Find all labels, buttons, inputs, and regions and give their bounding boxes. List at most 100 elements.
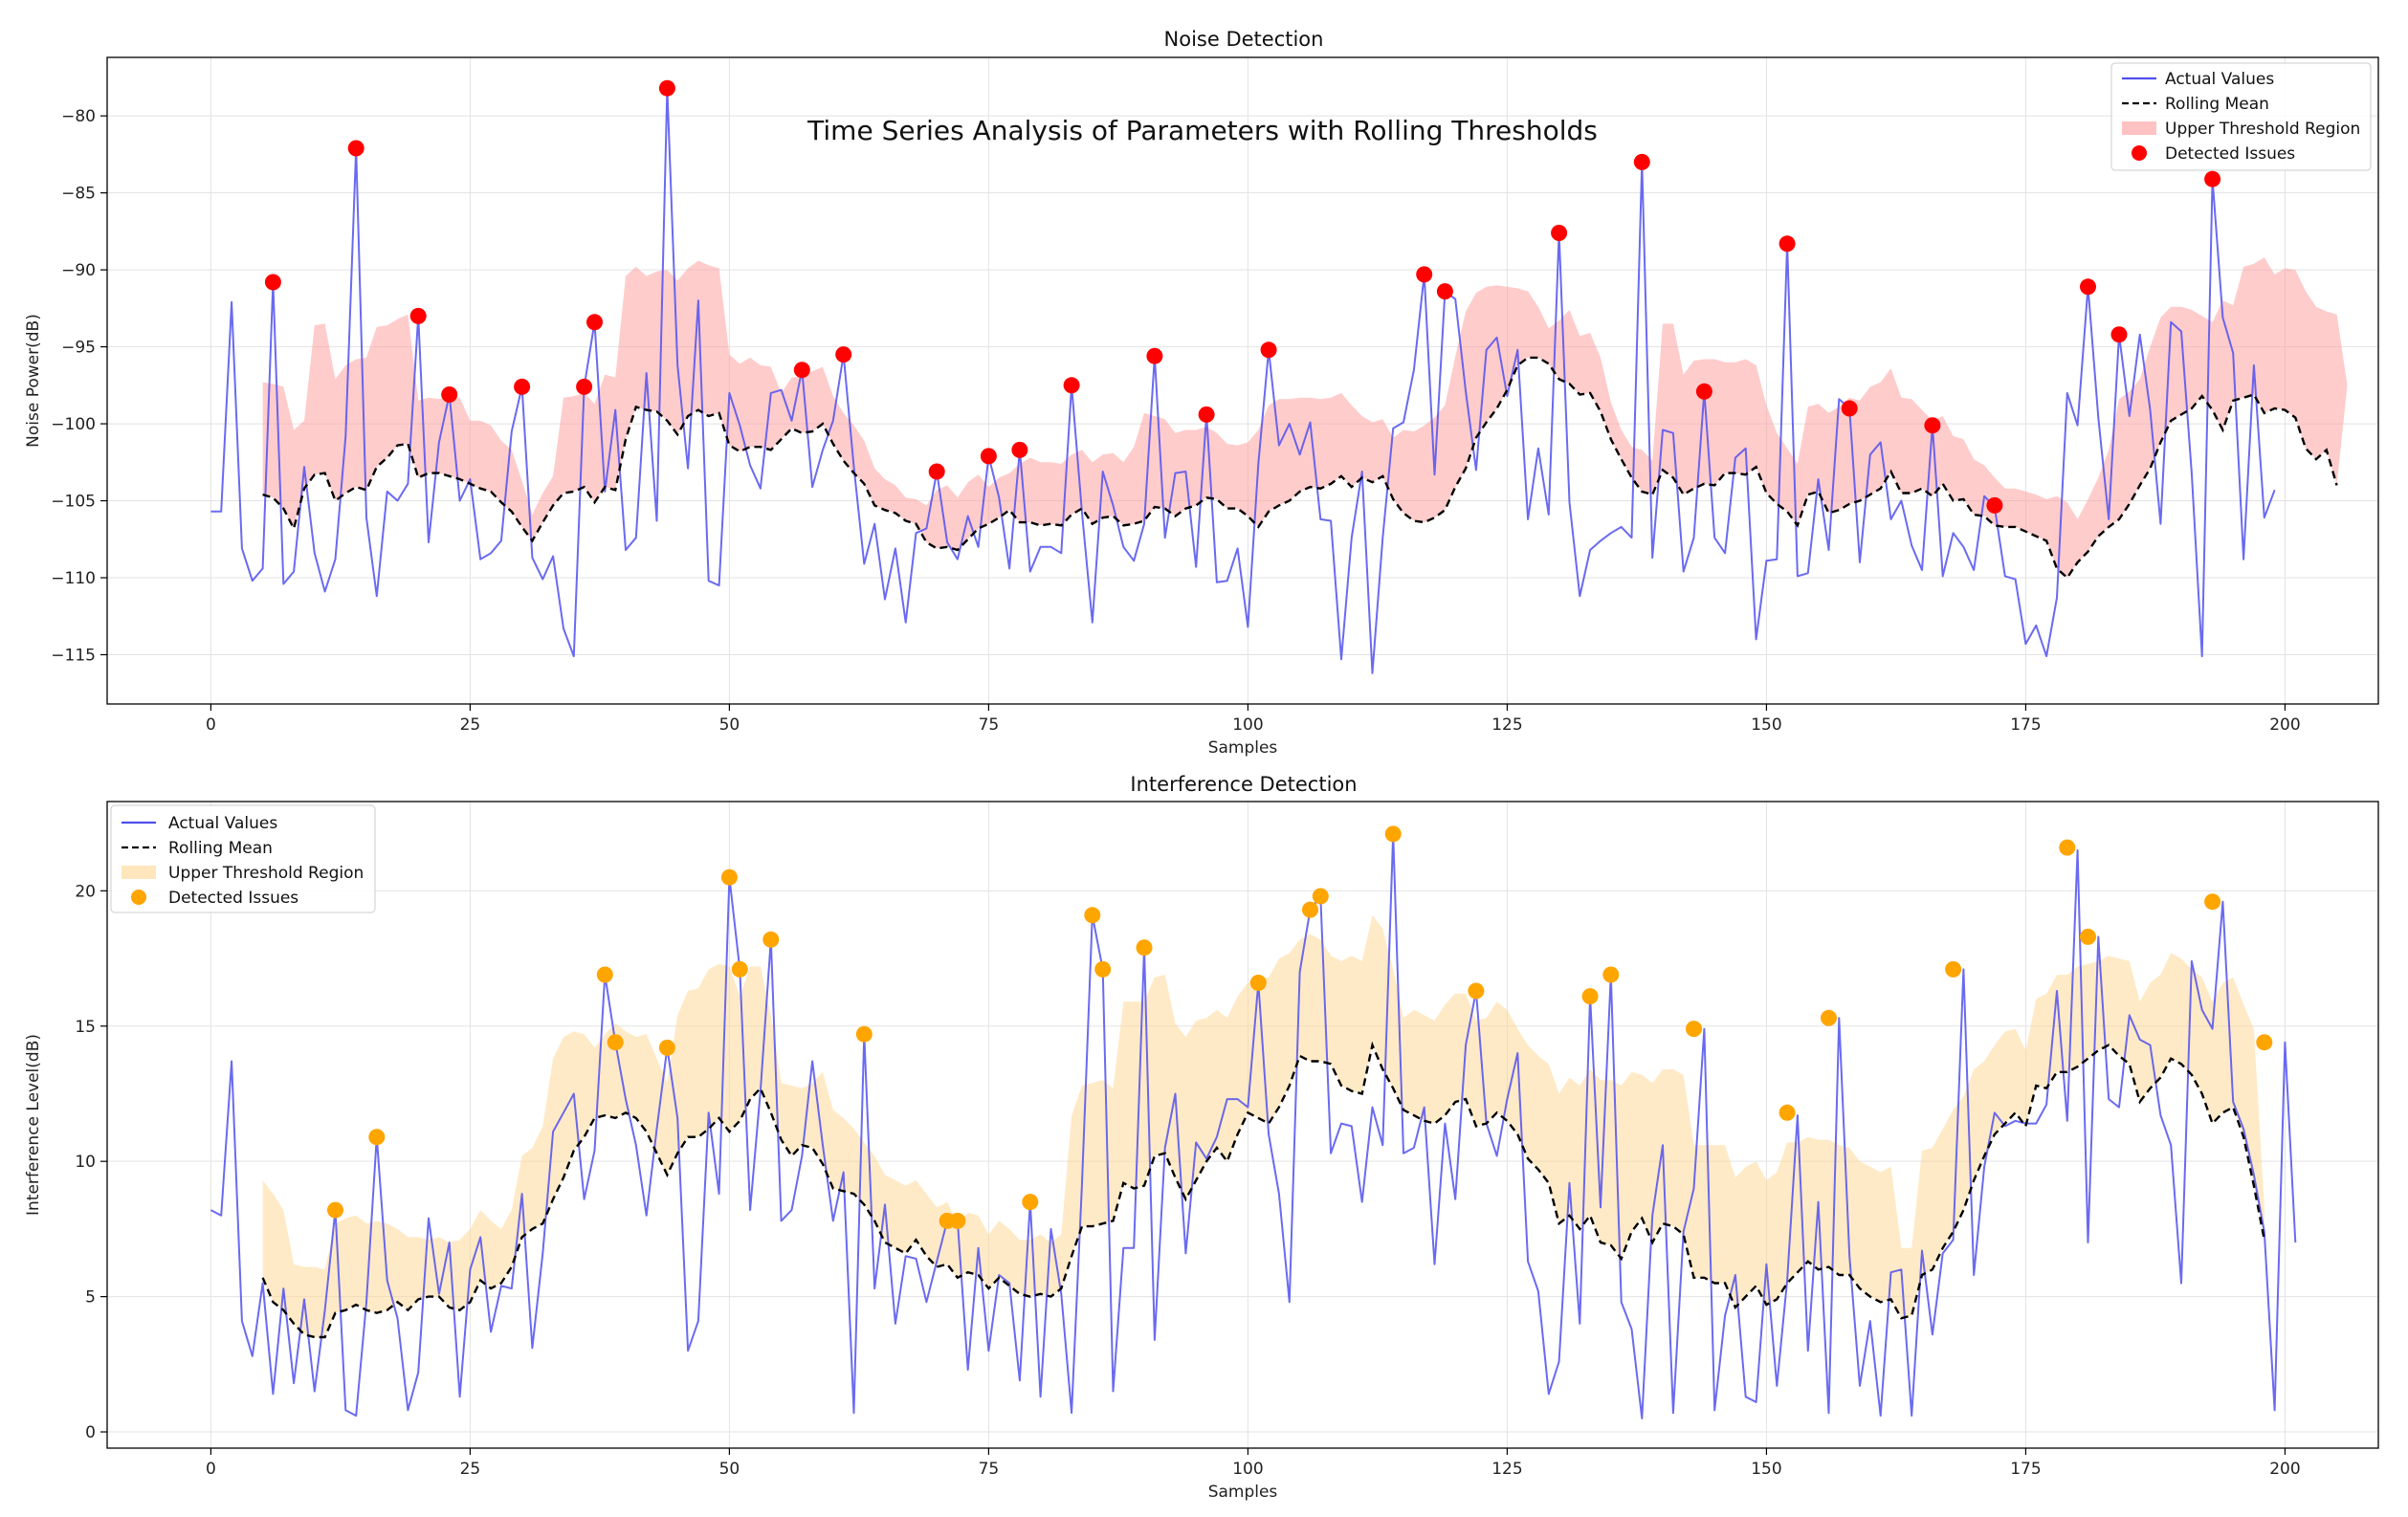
legend-actual-label: Actual Values: [168, 814, 277, 833]
detected-issue-point: [1094, 960, 1112, 978]
detected-issue-point: [1436, 283, 1453, 300]
x-tick-label: 0: [206, 1460, 216, 1479]
x-tick-label: 50: [719, 1460, 740, 1479]
x-tick-label: 200: [2269, 715, 2300, 735]
x-tick-label: 100: [1232, 715, 1263, 735]
detected-issue-point: [855, 1025, 873, 1043]
detected-issue-point: [1633, 153, 1650, 170]
y-tick-label: 20: [75, 882, 96, 901]
detected-issue-point: [835, 346, 852, 363]
detected-issue-point: [1551, 225, 1568, 241]
legend-band-label: Upper Threshold Region: [2165, 120, 2360, 139]
detected-issue-point: [2059, 839, 2076, 856]
legend-mean-label: Rolling Mean: [168, 839, 273, 858]
threshold-band: [262, 257, 2348, 578]
figure-suptitle: Time Series Analysis of Parameters with …: [806, 115, 1598, 146]
x-tick-label: 100: [1232, 1460, 1263, 1479]
y-tick-label: −110: [51, 569, 96, 588]
detected-issue-point: [1084, 907, 1101, 924]
noise-panel: Noise Detection 0 25 50 75 100 125 150 175 200 −…: [24, 28, 2379, 758]
detected-issue-point: [576, 378, 593, 395]
interference-panel-title: Interference Detection: [1130, 773, 1357, 796]
legend-band-swatch: [122, 866, 156, 879]
threshold-band: [262, 914, 2264, 1337]
interference-x-axis-label: Samples: [1208, 1483, 1278, 1502]
rolling-mean-line: [261, 1041, 2265, 1339]
interference-y-axis-label: Interference Level(dB): [24, 1034, 43, 1216]
detected-issue-point: [1416, 266, 1433, 283]
noise-x-axis-label: Samples: [1208, 738, 1278, 758]
detected-issue-point: [2204, 170, 2221, 187]
detected-issue-point: [368, 1129, 386, 1146]
detected-issue-point: [1384, 825, 1402, 843]
actual-values-line: [210, 832, 2297, 1419]
detected-issue-point: [1841, 400, 1858, 417]
detected-issue-point: [658, 79, 675, 97]
detected-issue-point: [1821, 1009, 1837, 1026]
detected-issue-point: [1924, 417, 1941, 434]
detected-issue-point: [1986, 496, 2003, 514]
detected-issue-point: [1695, 383, 1712, 400]
x-tick-label: 50: [719, 715, 740, 735]
detected-issue-point: [1778, 1104, 1796, 1121]
detected-issue-point: [2110, 326, 2128, 343]
noise-y-ticks: −115 −110 −105 −100 −95 −90 −85 −80: [51, 107, 107, 665]
noise-panel-title: Noise Detection: [1164, 28, 1324, 51]
y-tick-label: −115: [51, 646, 96, 665]
detected-issue-point: [264, 274, 281, 291]
detected-issue-point: [1260, 341, 1277, 359]
y-tick-label: 0: [85, 1423, 96, 1442]
detected-issue-point: [1778, 235, 1796, 253]
y-tick-label: 5: [85, 1288, 96, 1308]
y-tick-label: −80: [61, 107, 96, 126]
detected-issue-point: [2080, 278, 2096, 296]
x-tick-label: 175: [2010, 1460, 2041, 1479]
detected-issue-point: [514, 378, 531, 395]
detected-issue-point: [1468, 982, 1485, 1000]
detected-issue-point: [1011, 441, 1028, 458]
detected-issue-point: [949, 1212, 966, 1229]
detected-issue-point: [928, 463, 945, 480]
interference-axes-frame: [106, 801, 2379, 1449]
noise-axes-frame: [106, 56, 2379, 705]
legend-issues-label: Detected Issues: [168, 889, 298, 908]
detected-issue-point: [2204, 893, 2221, 911]
detected-issue-point: [1312, 888, 1329, 905]
detected-issue-point: [1602, 966, 1620, 983]
detected-issue-point: [1581, 988, 1599, 1005]
y-tick-label: 10: [75, 1153, 96, 1172]
x-tick-label: 125: [1491, 1460, 1522, 1479]
detected-issue-point: [1302, 901, 1318, 918]
x-tick-label: 200: [2269, 1460, 2300, 1479]
y-tick-label: 15: [75, 1018, 96, 1037]
interference-panel: Interference Detection 0 25 50 75 100 125 150 1…: [24, 773, 2379, 1502]
detected-issue-point: [1198, 406, 1215, 423]
legend-issues-swatch: [131, 890, 146, 905]
y-tick-label: −105: [51, 493, 96, 512]
x-tick-label: 75: [979, 1460, 1000, 1479]
legend-box: [2110, 62, 2372, 171]
detected-issue-point: [658, 1039, 675, 1056]
noise-y-axis-label: Noise Power(dB): [24, 314, 43, 448]
legend-actual-label: Actual Values: [2165, 70, 2274, 89]
detected-issue-point: [1146, 347, 1163, 364]
legend-band-swatch: [2122, 121, 2156, 135]
detected-issue-point: [607, 1034, 624, 1051]
legend-issues-label: Detected Issues: [2165, 144, 2295, 164]
legend-box: [110, 804, 376, 913]
detected-issue-point: [596, 966, 613, 983]
x-tick-label: 175: [2010, 715, 2041, 735]
interference-legend: Actual Values Rolling Mean Upper Thresho…: [110, 804, 376, 913]
x-tick-label: 0: [206, 715, 216, 735]
detected-issue-point: [1945, 960, 1962, 978]
detected-issue-point: [1022, 1194, 1039, 1211]
y-tick-label: −90: [61, 261, 96, 280]
detected-issue-point: [1136, 939, 1153, 956]
x-tick-label: 150: [1751, 715, 1781, 735]
legend-issues-swatch: [2132, 145, 2147, 161]
detected-issue-point: [793, 362, 810, 379]
interference-plot-area: [210, 825, 2297, 1419]
legend-band-label: Upper Threshold Region: [168, 864, 364, 883]
x-tick-label: 25: [460, 1460, 481, 1479]
